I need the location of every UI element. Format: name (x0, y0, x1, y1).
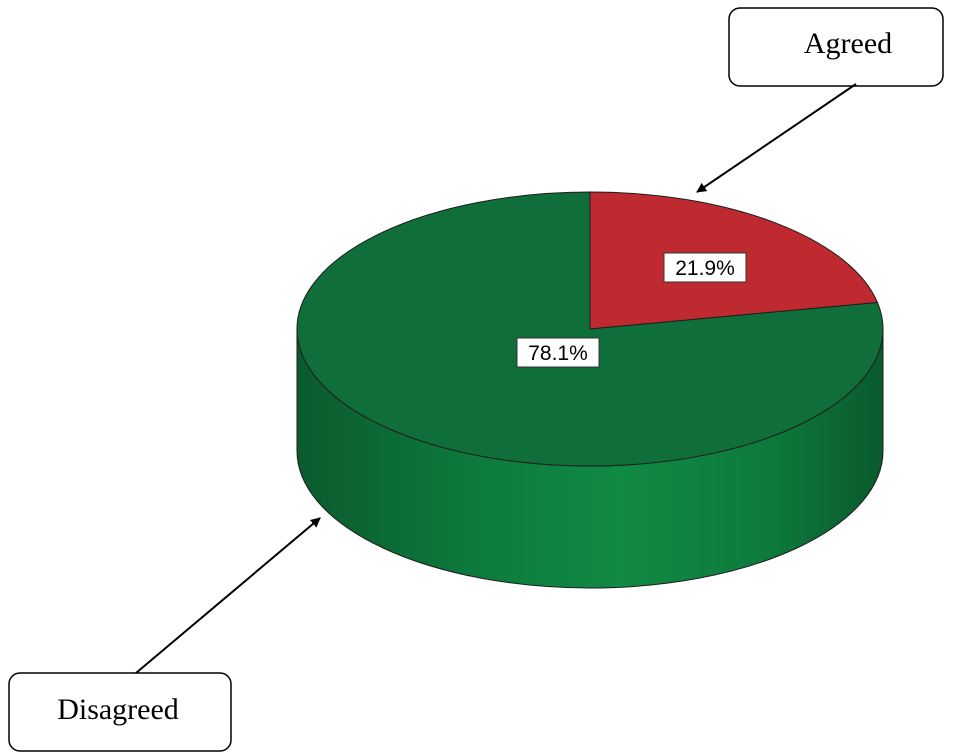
data-label-disagreed-text: 78.1% (528, 342, 588, 365)
pie-slices (296, 191, 884, 467)
callout-agreed-arrow (696, 83, 857, 193)
pie-slice-disagreed (296, 191, 884, 467)
data-label-agreed-text: 21.9% (675, 257, 735, 280)
callout-disagreed-arrow (135, 517, 321, 674)
callout-disagreed: Disagreed (8, 517, 321, 752)
callout-agreed: Agreed (696, 7, 944, 193)
data-label-disagreed: 78.1% (516, 337, 600, 368)
data-label-agreed: 21.9% (663, 252, 747, 283)
callout-disagreed-box (8, 672, 232, 752)
callout-disagreed-label: Disagreed (57, 693, 179, 726)
data-labels: 21.9% 78.1% (516, 252, 747, 368)
callout-agreed-box (728, 7, 944, 87)
callout-agreed-label: Agreed (804, 27, 892, 60)
